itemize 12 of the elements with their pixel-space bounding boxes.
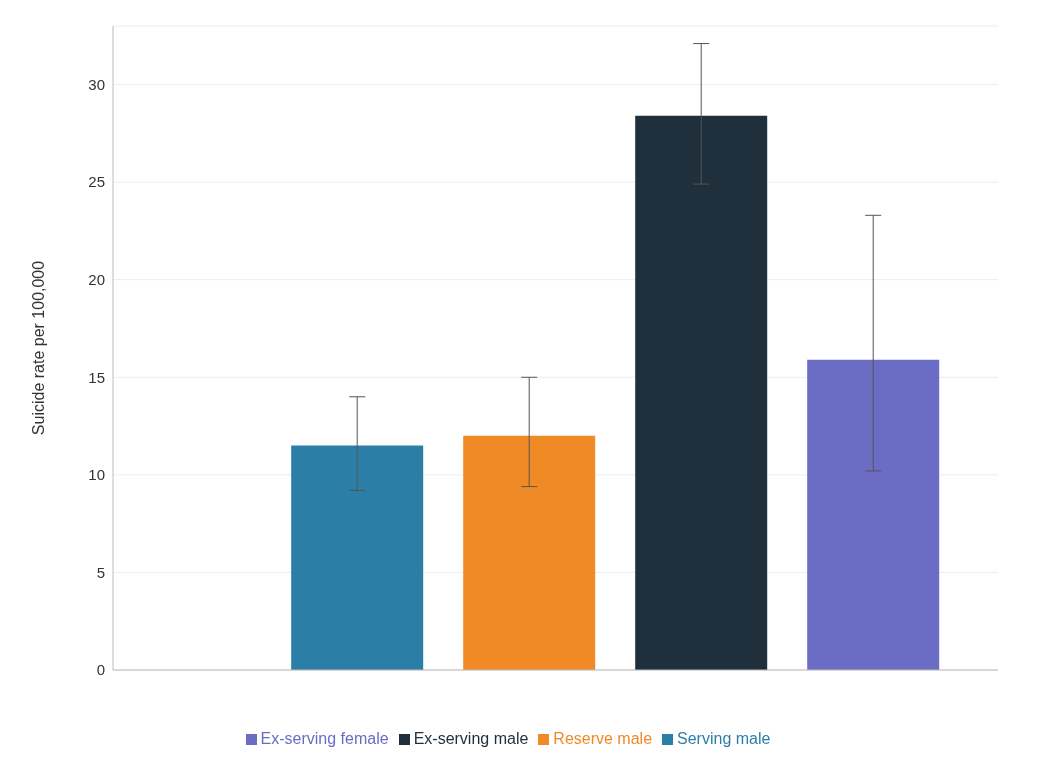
y-tick-label: 15 bbox=[88, 368, 105, 386]
legend-label: Ex-serving female bbox=[260, 730, 389, 747]
legend-label: Reserve male bbox=[553, 730, 653, 747]
y-tick-label: 20 bbox=[88, 271, 105, 289]
y-tick-label: 0 bbox=[96, 661, 105, 679]
y-axis-title: Suicide rate per 100,000 bbox=[29, 260, 47, 436]
y-tick-label: 10 bbox=[88, 466, 105, 484]
y-tick-label: 30 bbox=[88, 75, 105, 93]
legend-label: Serving male bbox=[677, 730, 771, 747]
y-tick-label: 5 bbox=[96, 563, 105, 581]
legend-label: Ex-serving male bbox=[413, 730, 529, 747]
y-tick-label: 25 bbox=[88, 173, 105, 191]
